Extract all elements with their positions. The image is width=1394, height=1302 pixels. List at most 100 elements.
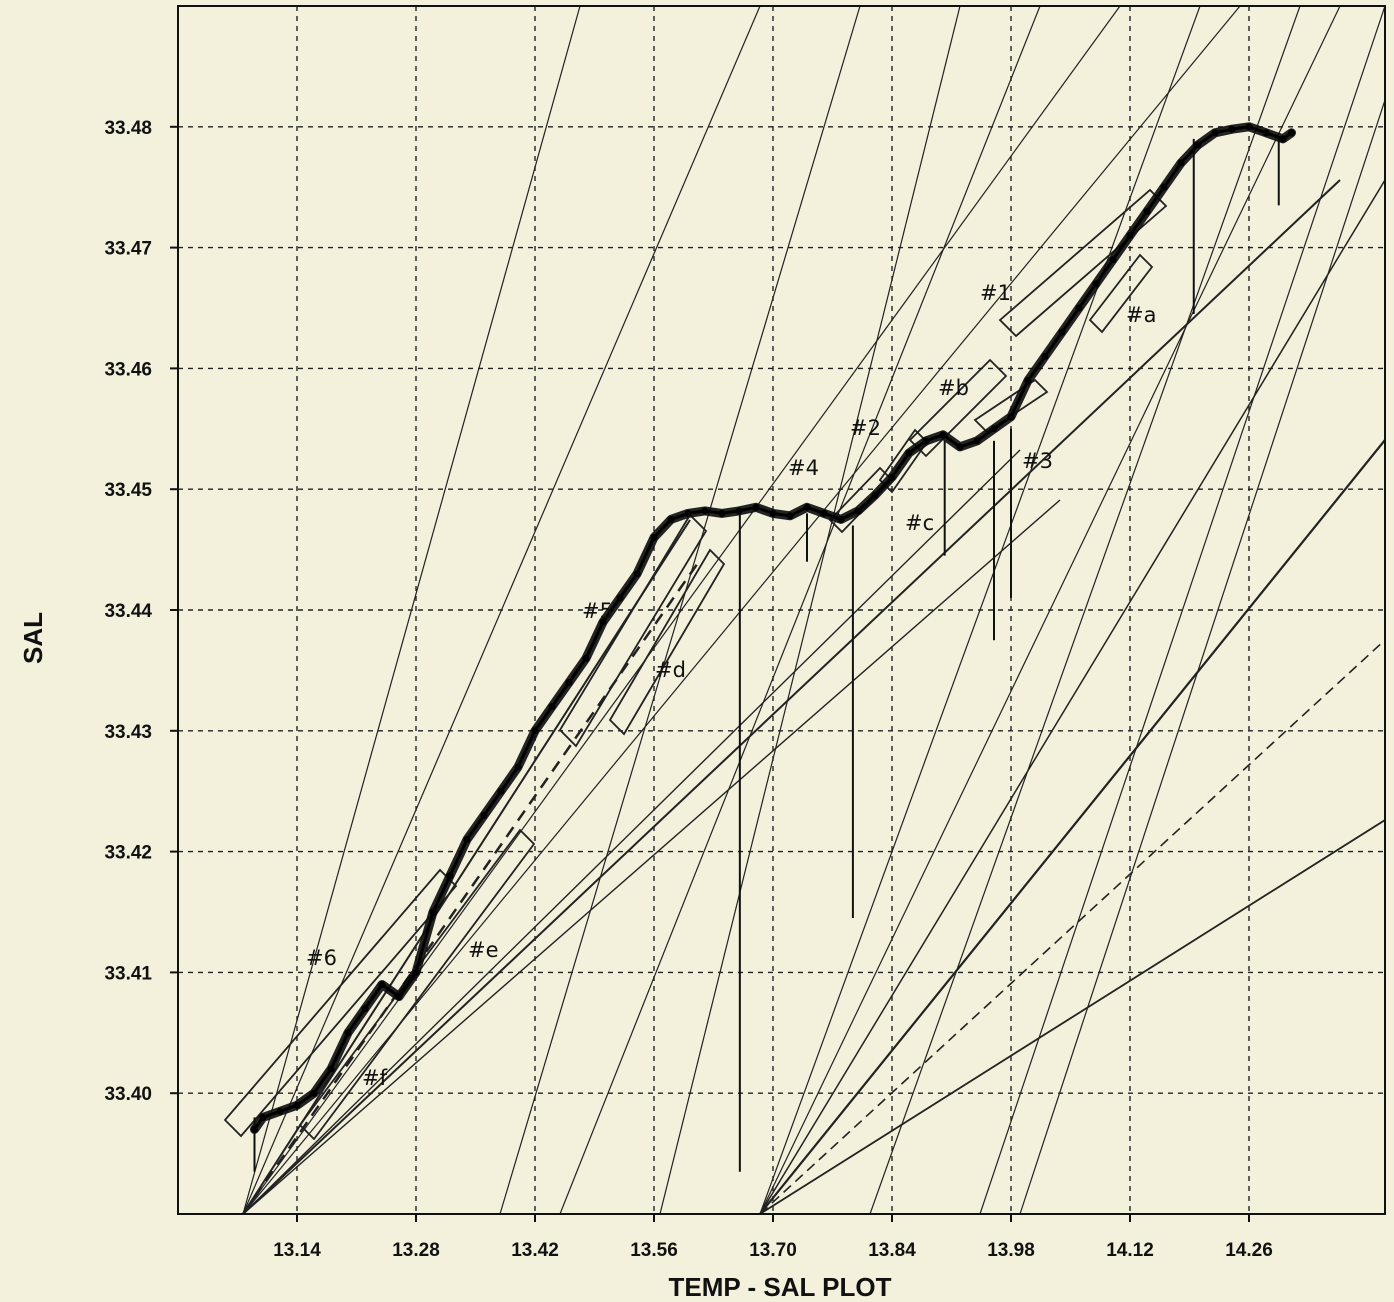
x-tick-label: 13.98 — [987, 1240, 1035, 1261]
y-tick-label: 33.40 — [104, 1084, 152, 1105]
ts-data-point — [251, 1125, 258, 1133]
x-tick-label: 14.12 — [1106, 1240, 1154, 1261]
ts-data-point — [769, 509, 777, 517]
ts-data-point — [582, 654, 590, 662]
ts-data-point — [497, 787, 505, 795]
step-bracket — [998, 188, 1168, 338]
ts-data-point — [786, 512, 794, 520]
y-tick-label: 33.42 — [104, 843, 152, 864]
annotation-label: #e — [468, 938, 499, 962]
step-bracket — [298, 828, 536, 1141]
ts-data-point — [939, 431, 947, 439]
ts-data-point — [956, 443, 964, 451]
ts-data-point — [1024, 376, 1032, 384]
ts-data-point — [1211, 129, 1219, 137]
x-axis-ticks: 13.14 13.28 13.42 13.56 13.70 13.84 13.98 14.12… — [273, 1214, 1273, 1261]
ts-data-point — [1092, 280, 1100, 288]
ts-data-point — [531, 727, 539, 735]
ts-data-point — [888, 473, 896, 481]
ts-data-point — [344, 1029, 352, 1037]
y-tick-label: 33.45 — [104, 480, 152, 501]
density-line — [759, 819, 1385, 1214]
density-line — [499, 6, 861, 1214]
ts-data-point — [1245, 123, 1253, 131]
ts-data-point — [446, 872, 454, 880]
bracket-marks — [223, 188, 1168, 1141]
x-tick-label: 13.70 — [749, 1240, 797, 1261]
ts-data-point — [1058, 328, 1066, 336]
step-bracket — [1088, 253, 1154, 334]
density-line — [979, 6, 1385, 1214]
ts-data-point — [361, 1005, 369, 1013]
x-tick-label: 13.14 — [273, 1240, 321, 1261]
ts-data-point — [327, 1065, 335, 1073]
density-line — [242, 499, 1061, 1214]
density-line — [242, 6, 1121, 1214]
grid-lines — [178, 6, 1385, 1214]
ts-data-point — [1075, 304, 1083, 312]
ts-data-point — [1194, 141, 1202, 149]
annotation-label: #f — [362, 1066, 388, 1090]
ts-data-point — [1160, 183, 1168, 191]
ts-data-point — [548, 703, 556, 711]
ts-data-point — [1007, 413, 1015, 421]
ts-data-point — [310, 1089, 318, 1097]
y-axis-title: SAL — [18, 612, 48, 664]
ts-data-point — [752, 503, 760, 511]
ts-data-point — [293, 1101, 301, 1109]
density-line — [659, 6, 961, 1214]
density-line — [242, 519, 691, 1214]
density-line — [869, 6, 1301, 1214]
ts-data-point — [701, 507, 709, 515]
ts-data-point — [1177, 159, 1185, 167]
annotation-label: #4 — [788, 456, 819, 480]
annotation-label: #d — [655, 658, 686, 682]
ts-data-point — [429, 908, 437, 916]
step-bracket — [973, 378, 1049, 434]
ts-data-point — [599, 618, 607, 626]
ts-data-point — [276, 1107, 284, 1115]
y-tick-label: 33.44 — [104, 601, 152, 622]
ts-data-point — [378, 980, 386, 988]
x-tick-label: 13.42 — [511, 1240, 559, 1261]
ts-data-point — [667, 515, 675, 523]
y-tick-label: 33.43 — [104, 722, 152, 743]
step-bracket — [223, 868, 458, 1138]
series-layer — [250, 122, 1296, 1134]
ts-data-point — [565, 678, 573, 686]
ts-data-point — [718, 509, 726, 517]
density-line — [242, 179, 1341, 1214]
ts-data-point — [837, 515, 845, 523]
step-bracket — [608, 548, 726, 736]
ts-data-point — [871, 491, 879, 499]
step-bracket — [908, 358, 1008, 458]
ts-data-point — [922, 437, 930, 445]
ts-data-point — [973, 437, 981, 445]
x-tick-label: 13.28 — [392, 1240, 440, 1261]
ts-data-point — [1279, 135, 1287, 143]
x-tick-label: 13.56 — [630, 1240, 678, 1261]
step-bracket — [558, 513, 708, 748]
ts-data-point — [820, 509, 828, 517]
annotation-label: #1 — [980, 281, 1011, 305]
ts-data-point — [735, 507, 743, 515]
annotation-label: #3 — [1022, 449, 1053, 473]
density-line — [242, 449, 1021, 1214]
ts-data-point — [684, 509, 692, 517]
ts-data-point — [1109, 256, 1117, 264]
ts-data-point — [616, 594, 624, 602]
ts-data-point — [650, 534, 658, 542]
y-tick-label: 33.48 — [104, 118, 152, 139]
annotation-label: #6 — [306, 946, 337, 970]
density-line — [242, 6, 761, 1214]
ts-data-point — [259, 1113, 267, 1121]
annotation-label: #b — [938, 376, 969, 400]
ts-data-point — [463, 836, 471, 844]
density-line — [759, 6, 1341, 1214]
annotation-labels: #1 #2 #3 #4 #5 #6 #a #b #c #d #e #f — [306, 281, 1156, 1090]
ts-data-point — [633, 570, 641, 578]
density-line — [241, 559, 702, 1214]
density-line — [759, 639, 1385, 1214]
